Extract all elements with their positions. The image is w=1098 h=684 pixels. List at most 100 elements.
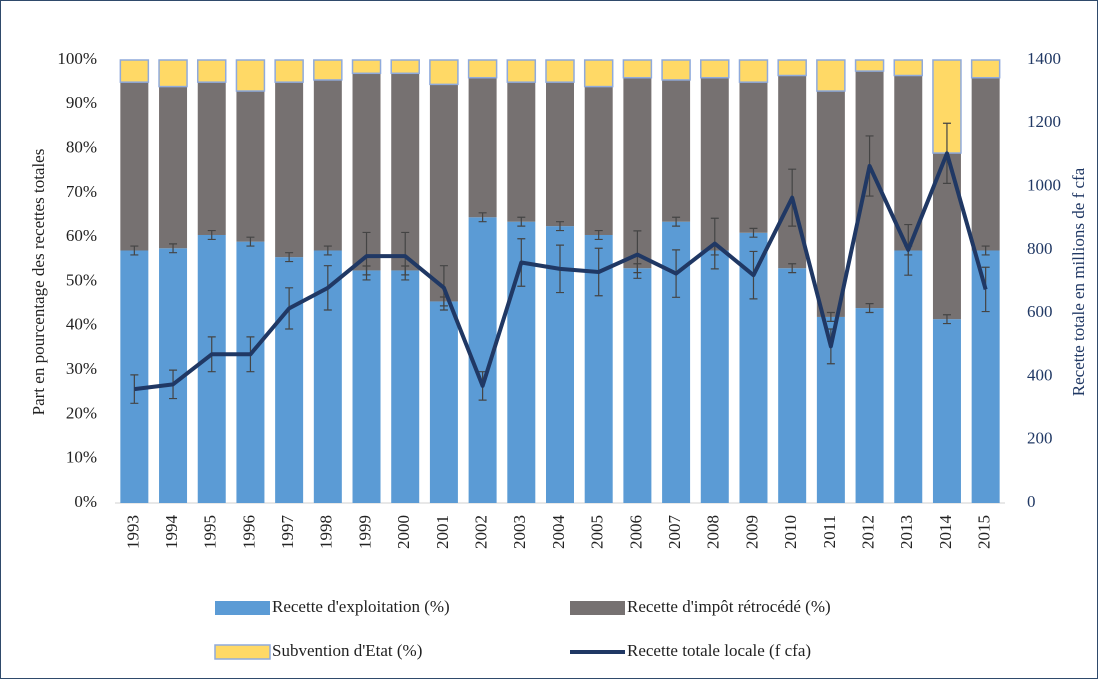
y-tick-label: 10%: [66, 448, 97, 467]
bar-segment: [158, 59, 188, 88]
error-bar: [556, 221, 564, 232]
bar-segment: [391, 270, 420, 503]
bar-segment: [506, 59, 537, 83]
error-bar: [594, 229, 603, 241]
x-tick-label: 2000: [394, 515, 413, 549]
error-bar: [826, 311, 835, 322]
bar-segment: [932, 319, 961, 503]
bar-segment: [390, 59, 420, 75]
x-tick-label: 2005: [588, 515, 607, 549]
bar-segment: [236, 91, 265, 242]
error-bar: [517, 216, 526, 227]
x-tick-label: 2010: [781, 515, 800, 549]
y-tick-label: 20%: [66, 403, 97, 422]
bar-segment: [778, 268, 807, 503]
y-tick-label: 0%: [74, 492, 97, 511]
y-tick-label: 100%: [57, 49, 97, 68]
bar-segment: [662, 79, 691, 222]
x-tick-label: 1993: [123, 515, 142, 549]
x-tick-label: 1995: [201, 515, 220, 549]
bar-segment: [816, 91, 845, 317]
x-tick-label: 2011: [820, 515, 839, 548]
x-tick-label: 2014: [936, 515, 955, 550]
y-tick-label: 50%: [66, 270, 97, 289]
bar-segment: [854, 59, 885, 72]
x-tick-label: 2015: [975, 515, 994, 549]
bar-segment: [661, 59, 691, 81]
x-tick-label: 2001: [433, 515, 452, 549]
legend-label: Recette d'impôt rétrocédé (%): [627, 597, 831, 616]
bar-segment: [507, 82, 536, 222]
bar-segment: [274, 59, 304, 83]
x-tick-label: 1997: [278, 515, 297, 550]
bar-segment: [275, 82, 304, 258]
legend-swatch: [214, 644, 271, 660]
error-bar: [130, 245, 139, 256]
bar-segment: [584, 86, 613, 235]
bar-segment: [196, 59, 227, 83]
x-tick-label: 2004: [549, 515, 568, 550]
bar-segment: [855, 308, 884, 503]
error-bar: [323, 245, 332, 256]
error-bar: [942, 314, 951, 325]
bar-segment: [468, 77, 497, 218]
bar-segment: [739, 82, 768, 233]
bar-segment: [467, 59, 498, 79]
bar-segment: [700, 250, 729, 503]
x-tick-label: 2008: [704, 515, 723, 549]
bar-segment: [313, 79, 342, 251]
error-bar: [478, 212, 487, 223]
y2-tick-label: 1400: [1027, 49, 1061, 68]
x-tick-label: 2013: [897, 515, 916, 549]
error-bar: [981, 266, 990, 313]
y-axis-title: Part en pourcentage des recettes totales: [29, 149, 48, 416]
legend-label: Subvention d'Etat (%): [272, 641, 422, 660]
error-bar: [169, 243, 178, 254]
legend-swatch: [215, 601, 270, 615]
bar-segment: [159, 86, 188, 249]
legend-label: Recette totale locale (f cfa): [627, 641, 811, 660]
bar-segment: [235, 59, 266, 92]
y2-tick-label: 600: [1027, 302, 1053, 321]
x-tick-label: 2002: [472, 515, 491, 549]
y-tick-label: 40%: [66, 315, 97, 334]
bar-segment: [545, 59, 575, 83]
bar-segment: [429, 59, 459, 86]
bar-segment: [429, 301, 458, 503]
bar-segment: [313, 59, 343, 81]
error-bar: [749, 227, 758, 238]
x-tick-label: 1994: [162, 515, 181, 550]
bar-segment: [120, 82, 149, 251]
bar-segment: [970, 59, 1001, 79]
error-bar: [981, 245, 990, 256]
y-tick-label: 90%: [66, 93, 97, 112]
y-tick-label: 80%: [66, 138, 97, 157]
bar-segment: [236, 241, 265, 503]
error-bar: [865, 303, 874, 314]
y2-tick-label: 800: [1027, 239, 1053, 258]
y2-axis-title: Recette totale en millions de f cfa: [1069, 167, 1088, 396]
y2-tick-label: 1200: [1027, 112, 1061, 131]
x-tick-label: 2003: [510, 515, 529, 549]
error-bar: [285, 252, 294, 263]
bar-segment: [352, 270, 381, 503]
line-series: [134, 151, 988, 392]
error-bar: [788, 263, 797, 274]
error-bar: [246, 236, 255, 247]
bar-segment: [197, 82, 226, 235]
x-tick-label: 1999: [355, 515, 374, 549]
bar-segment: [971, 77, 1000, 251]
x-tick-label: 2006: [626, 515, 645, 549]
error-bar: [207, 229, 216, 241]
y2-tick-label: 1000: [1027, 175, 1061, 194]
bar-segment: [894, 250, 923, 503]
bar-segment: [816, 59, 846, 92]
x-tick-label: 1996: [239, 515, 258, 549]
bar-segment: [777, 59, 807, 77]
bar-segment: [622, 59, 653, 79]
x-tick-label: 2012: [858, 515, 877, 549]
bar-segment: [583, 59, 614, 88]
x-tick-label: 2009: [742, 515, 761, 549]
y-tick-label: 70%: [66, 182, 97, 201]
